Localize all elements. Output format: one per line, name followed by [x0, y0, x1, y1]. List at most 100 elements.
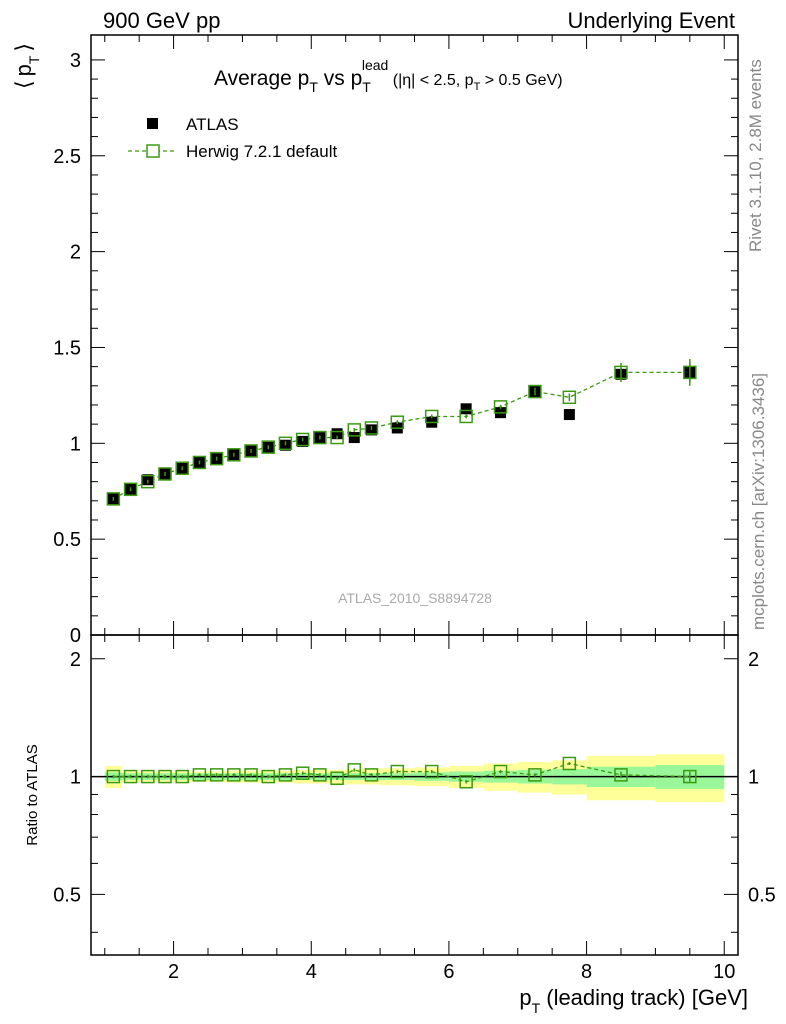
- ratio-herwig-point: [278, 768, 293, 782]
- atlas-point: [460, 403, 472, 415]
- main-ytick-labels: 0 0.5 1 1.5 2 2.5 3: [53, 50, 81, 647]
- herwig-point: [209, 451, 224, 466]
- x-tick-label: 2: [168, 961, 179, 983]
- herwig-point: [141, 474, 155, 489]
- ratio-herwig-point: [192, 768, 207, 782]
- ratio-herwig-point: [313, 768, 327, 782]
- herwig-point: [493, 400, 508, 414]
- ratio-herwig-point: [683, 769, 697, 784]
- xlabel-sub: T: [532, 1000, 541, 1016]
- ratio-data-marks: [91, 756, 738, 789]
- x-tick-label: 6: [443, 961, 454, 983]
- title-part-d: > 0.5 GeV): [480, 72, 562, 89]
- y-tick-label: 1: [70, 433, 81, 455]
- herwig-point: [330, 430, 344, 445]
- xlabel-rest: (leading track) [GeV]: [540, 985, 748, 1010]
- x-tick-label: 8: [581, 961, 592, 983]
- title-sub-3: T: [474, 81, 481, 93]
- y-tick-label: 1.5: [53, 337, 81, 359]
- xlabel: pT (leading track) [GeV]: [519, 985, 748, 1016]
- ratio-y-tick-label: 0.5: [53, 884, 81, 906]
- watermark: ATLAS_2010_S8894728: [338, 590, 492, 606]
- ratio-herwig-point: [493, 764, 508, 779]
- ratio-herwig-point: [158, 769, 172, 784]
- ratio-herwig-point: [209, 768, 224, 782]
- herwig-point: [424, 409, 439, 424]
- ratio-herwig-point: [347, 763, 362, 777]
- ratio-axis-ticks: [91, 635, 738, 955]
- title-sub-1: T: [309, 79, 318, 95]
- herwig-point: [364, 421, 379, 435]
- main-axis-ticks: [91, 35, 738, 636]
- herwig-point: [278, 436, 293, 451]
- ratio-herwig-point: [141, 769, 155, 784]
- ylabel-lb: ⟨: [11, 80, 36, 89]
- herwig-point: [106, 492, 121, 506]
- ratio-herwig-point: [528, 768, 542, 782]
- title-sub-2: T: [362, 79, 371, 95]
- title-part-c: (|η| < 2.5, p: [388, 72, 473, 89]
- ratio-herwig-point: [244, 768, 258, 782]
- legend: ATLAS Herwig 7.2.1 default: [128, 115, 337, 161]
- ylabel-p: p: [11, 64, 36, 76]
- herwig-point: [244, 444, 258, 458]
- herwig-point: [158, 467, 172, 481]
- herwig-point: [562, 390, 577, 405]
- legend-label-atlas: ATLAS: [186, 115, 239, 134]
- herwig-point: [313, 430, 327, 445]
- y-tick-label: 0.5: [53, 529, 81, 551]
- plot-title: Average pT vs pTlead (|η| < 2.5, pT > 0.…: [214, 57, 563, 95]
- ratio-herwig-point: [227, 768, 241, 782]
- main-data-marks: [106, 358, 697, 506]
- herwig-point: [683, 365, 697, 380]
- legend-label-herwig: Herwig 7.2.1 default: [186, 142, 337, 161]
- herwig-point: [295, 432, 310, 447]
- herwig-line: [113, 371, 690, 500]
- ratio-herwig-point: [175, 769, 189, 784]
- mcplots-reference-text: mcplots.cern.ch [arXiv:1306.3436]: [749, 373, 768, 630]
- ratio-herwig-point: [390, 764, 405, 779]
- title-sup: lead: [362, 57, 388, 73]
- atlas-point: [563, 409, 575, 421]
- herwig-point: [459, 409, 473, 424]
- ratio-herwig-point: [459, 774, 473, 789]
- ratio-herwig-point: [614, 768, 628, 782]
- x-tick-label: 4: [306, 961, 317, 983]
- legend-marker-herwig: [146, 144, 160, 158]
- atlas-point: [331, 428, 343, 440]
- ratio-ylabel: Ratio to ATLAS: [24, 744, 41, 845]
- ratio-herwig-point: [106, 769, 121, 784]
- herwig-point: [347, 423, 362, 437]
- herwig-point: [123, 482, 138, 497]
- ratio-y-tick-label-right: 1: [748, 767, 759, 789]
- ratio-y-tick-label: 2: [70, 649, 81, 671]
- header-right: Underlying Event: [567, 8, 735, 33]
- y-tick-label: 2: [70, 242, 81, 264]
- y-tick-label: 3: [70, 50, 81, 72]
- herwig-point: [227, 448, 241, 462]
- ratio-ytick-labels: 0.5 0.5 1 1 2 2: [53, 649, 776, 907]
- main-ylabel: ⟨ pT ⟩: [11, 43, 42, 89]
- legend-marker-atlas: [147, 118, 158, 129]
- ratio-herwig-point: [330, 771, 344, 786]
- ratio-herwig-point: [123, 769, 138, 784]
- herwig-point: [192, 455, 207, 470]
- rivet-version-text: Rivet 3.1.10, 2.8M events: [746, 59, 765, 252]
- herwig-point: [528, 384, 542, 399]
- atlas-point: [348, 432, 360, 444]
- y-tick-label: 2.5: [53, 146, 81, 168]
- y-tick-label: 0: [70, 625, 81, 647]
- title-part-b: vs p: [318, 67, 362, 90]
- ylabel-rb: ⟩: [11, 43, 36, 52]
- xlabel-p: p: [519, 985, 531, 1010]
- herwig-point: [261, 440, 275, 454]
- herwig-point: [175, 461, 189, 475]
- title-part-a: Average p: [214, 67, 309, 90]
- herwig-point: [390, 415, 405, 429]
- ratio-herwig-point: [295, 766, 310, 780]
- ratio-y-tick-label-right: 0.5: [748, 884, 776, 906]
- x-tick-label: 10: [713, 961, 735, 983]
- ratio-y-tick-label-right: 2: [748, 649, 759, 671]
- ratio-herwig-point: [261, 769, 275, 784]
